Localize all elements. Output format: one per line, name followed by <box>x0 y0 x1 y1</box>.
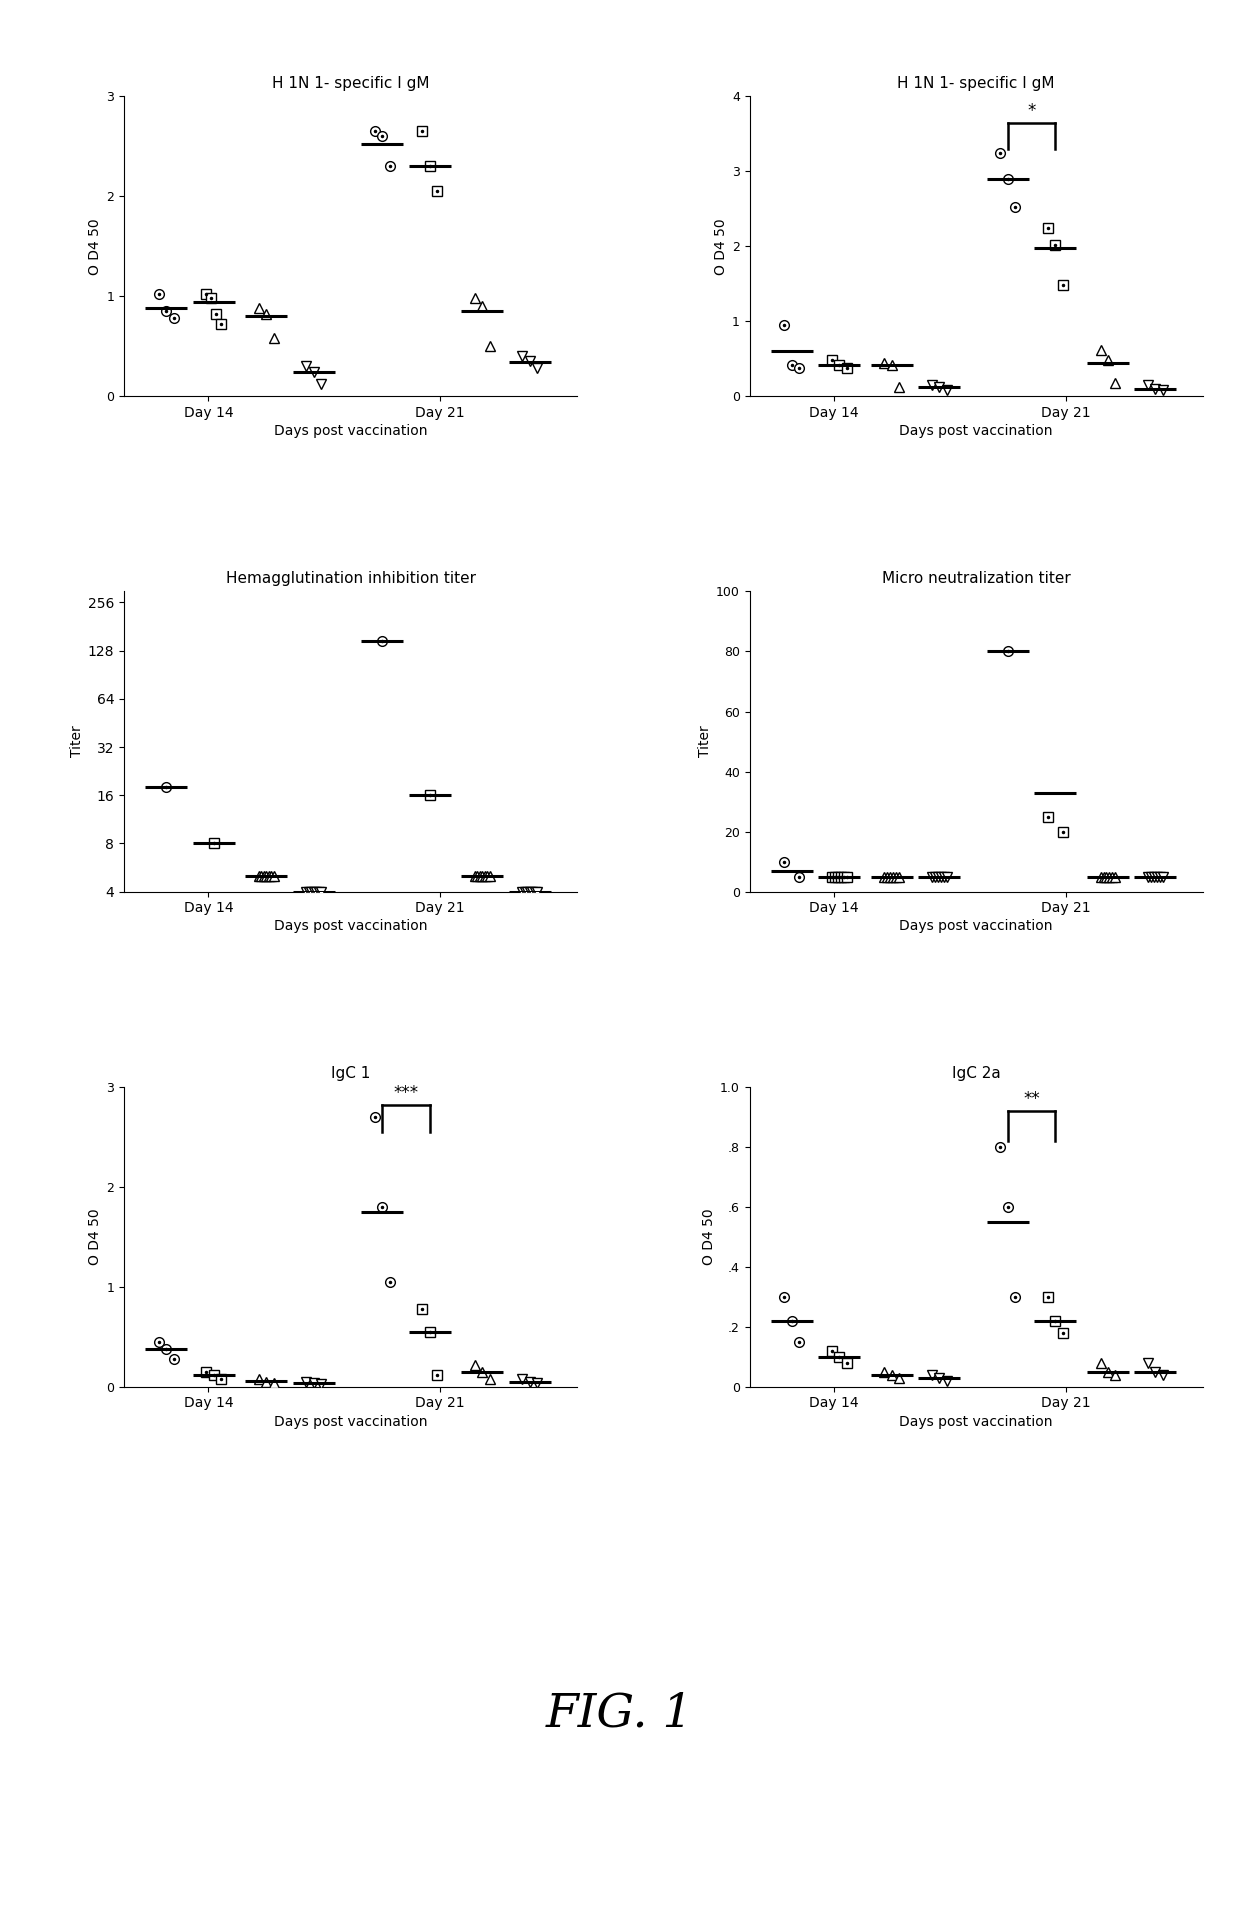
Title: Micro neutralization titer: Micro neutralization titer <box>882 572 1070 586</box>
X-axis label: Days post vaccination: Days post vaccination <box>899 919 1053 934</box>
Y-axis label: O D4 50: O D4 50 <box>714 218 728 275</box>
Y-axis label: Titer: Titer <box>698 726 712 757</box>
Text: ***: *** <box>393 1084 419 1102</box>
Text: FIG. 1: FIG. 1 <box>546 1691 694 1737</box>
X-axis label: Days post vaccination: Days post vaccination <box>899 1414 1053 1429</box>
X-axis label: Days post vaccination: Days post vaccination <box>274 1414 428 1429</box>
Y-axis label: Titer: Titer <box>69 726 83 757</box>
Text: *: * <box>1027 102 1035 119</box>
Y-axis label: O D4 50: O D4 50 <box>88 218 102 275</box>
Title: H 1N 1- specific I gM: H 1N 1- specific I gM <box>272 75 429 91</box>
Title: IgC 2a: IgC 2a <box>952 1067 1001 1080</box>
Title: IgC 1: IgC 1 <box>331 1067 371 1080</box>
Title: Hemagglutination inhibition titer: Hemagglutination inhibition titer <box>226 572 476 586</box>
X-axis label: Days post vaccination: Days post vaccination <box>899 424 1053 439</box>
X-axis label: Days post vaccination: Days post vaccination <box>274 919 428 934</box>
Y-axis label: O D4 50: O D4 50 <box>702 1208 715 1265</box>
Text: **: ** <box>1023 1090 1040 1107</box>
X-axis label: Days post vaccination: Days post vaccination <box>274 424 428 439</box>
Y-axis label: O D4 50: O D4 50 <box>88 1208 102 1265</box>
Title: H 1N 1- specific I gM: H 1N 1- specific I gM <box>898 75 1055 91</box>
